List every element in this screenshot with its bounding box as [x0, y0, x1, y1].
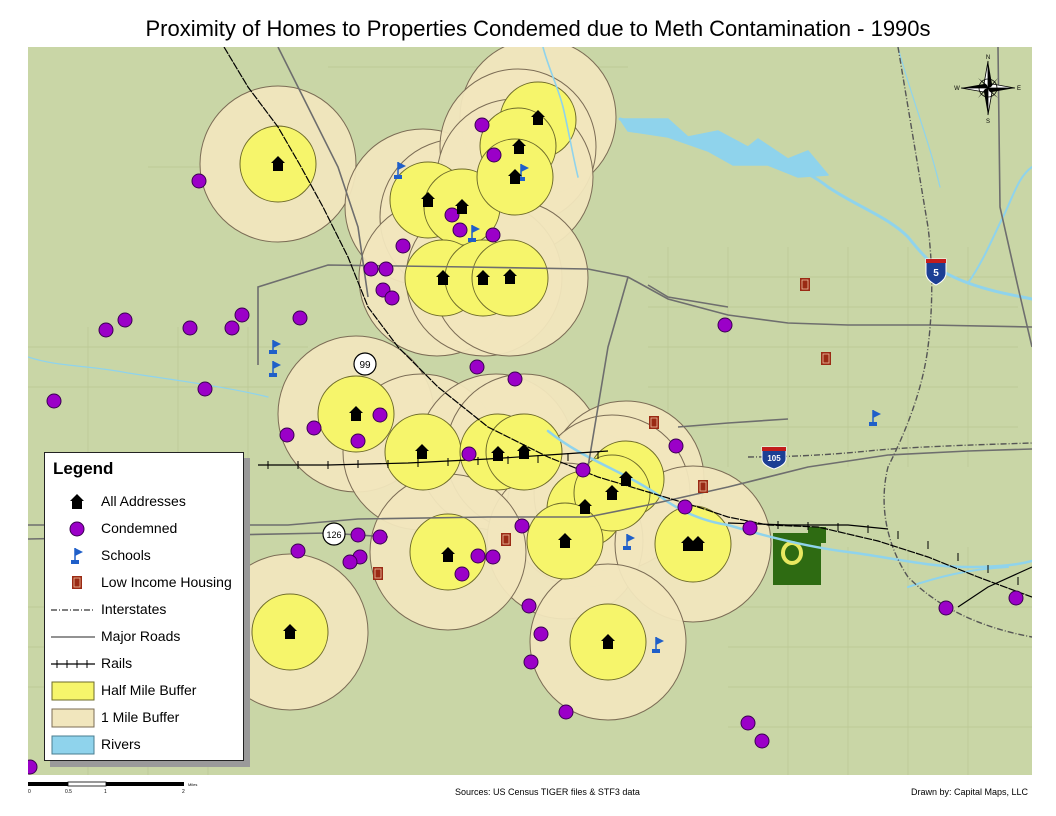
legend-item-low-income-housing: Low Income Housing [45, 570, 243, 596]
compass-n: N [986, 55, 990, 61]
interstate-shield-5: 5 [925, 258, 947, 286]
compass-s: S [986, 119, 990, 125]
house-icon [512, 139, 526, 154]
flag-icon [652, 637, 664, 653]
legend-label: Half Mile Buffer [101, 682, 197, 698]
credit-note: Drawn by: Capital Maps, LLC [911, 787, 1029, 797]
compass-w: W [954, 86, 960, 92]
legend-title: Legend [53, 459, 114, 478]
house-icon [283, 624, 297, 639]
house-icon [517, 444, 531, 459]
building-icon [649, 416, 659, 429]
house-icon [605, 485, 619, 500]
house-icon [681, 536, 695, 551]
building-icon [501, 533, 511, 546]
flag-icon [468, 225, 480, 242]
route-shield-126: 126 [322, 522, 346, 546]
rails [223, 47, 1032, 608]
rail-ticks [267, 451, 1019, 585]
scale-bar: 0 0.5 1 2 Miles [28, 781, 197, 795]
road-line-icon [51, 636, 95, 638]
legend-label: Interstates [101, 601, 167, 617]
sources-note: Sources: US Census TIGER files & STF3 da… [455, 787, 640, 797]
legend-item-half-mile-buffer: Half Mile Buffer [45, 678, 243, 704]
address-markers [271, 110, 705, 649]
legend-label: Rivers [101, 736, 141, 752]
legend-label: All Addresses [101, 493, 186, 509]
purple-circle-icon [69, 521, 85, 537]
yellow-swatch-icon [51, 681, 95, 701]
house-icon [531, 110, 545, 125]
route-126-label: 126 [326, 530, 341, 540]
legend-label: 1 Mile Buffer [101, 709, 180, 725]
school-markers [269, 162, 881, 653]
legend-item-all-addresses: All Addresses [45, 489, 243, 515]
blue-swatch-icon [51, 735, 95, 755]
building-icon [72, 576, 82, 589]
legend-item-condemned: Condemned [45, 516, 243, 542]
route-99-label: 99 [359, 360, 371, 371]
flag-icon [269, 340, 281, 354]
flag-icon [269, 361, 281, 377]
house-icon [508, 169, 522, 184]
interstates [747, 47, 1032, 638]
legend-label: Rails [101, 655, 133, 671]
house-icon [619, 471, 633, 486]
interstate-line-icon [51, 609, 95, 611]
legend-label: Condemned [101, 520, 178, 536]
house-icon [436, 270, 450, 285]
house-icon [601, 634, 615, 649]
interstate-5-label: 5 [933, 268, 939, 279]
legend-item-one-mile-buffer: 1 Mile Buffer [45, 705, 243, 731]
flag-icon [517, 164, 529, 181]
legend-item-schools: Schools [45, 543, 243, 569]
house-icon [441, 547, 455, 562]
house-icon [415, 444, 429, 459]
tan-swatch-icon [51, 708, 95, 728]
house-icon [349, 406, 363, 421]
scale-tick-half: 0.5 [65, 789, 72, 795]
compass-e: E [1017, 86, 1021, 92]
flag-icon [623, 534, 635, 550]
house-icon [421, 192, 435, 207]
scale-tick-2: 2 [182, 789, 185, 795]
route-shield-99: 99 [353, 352, 377, 376]
scale-tick-0: 0 [28, 789, 31, 795]
legend-item-major-roads: Major Roads [45, 624, 243, 650]
legend-item-rivers: Rivers [45, 732, 243, 758]
legend-label: Schools [101, 547, 151, 563]
rivers [28, 47, 1032, 588]
scale-unit: Miles [188, 782, 197, 787]
condemned-markers [28, 117, 1024, 775]
house-icon [691, 536, 705, 551]
legend-panel: Legend All Addresses Condemned Schools L… [44, 452, 244, 761]
low-income-housing-markers [373, 278, 831, 580]
compass-rose: N S E W [954, 55, 1021, 125]
scale-tick-1: 1 [104, 789, 107, 795]
building-icon [698, 480, 708, 493]
house-icon [503, 269, 517, 284]
map-title: Proximity of Homes to Properties Condeme… [145, 16, 931, 41]
flag-icon [71, 548, 83, 564]
building-icon [800, 278, 810, 291]
house-icon [558, 533, 572, 548]
legend-item-rails: Rails [45, 651, 243, 677]
flag-icon [869, 410, 881, 426]
building-icon [373, 567, 383, 580]
interstate-shield-105: 105 [761, 446, 787, 470]
house-icon [455, 199, 469, 214]
legend-item-interstates: Interstates [45, 597, 243, 623]
legend-label: Low Income Housing [101, 574, 232, 590]
university-campus [773, 527, 826, 585]
legend-label: Major Roads [101, 628, 181, 644]
flag-icon [394, 162, 406, 179]
rail-line-icon [51, 660, 95, 668]
interstate-105-label: 105 [767, 454, 781, 463]
building-icon [821, 352, 831, 365]
house-icon [476, 270, 490, 285]
house-icon [70, 494, 84, 509]
house-icon [491, 446, 505, 461]
house-icon [271, 156, 285, 171]
house-icon [578, 499, 592, 514]
